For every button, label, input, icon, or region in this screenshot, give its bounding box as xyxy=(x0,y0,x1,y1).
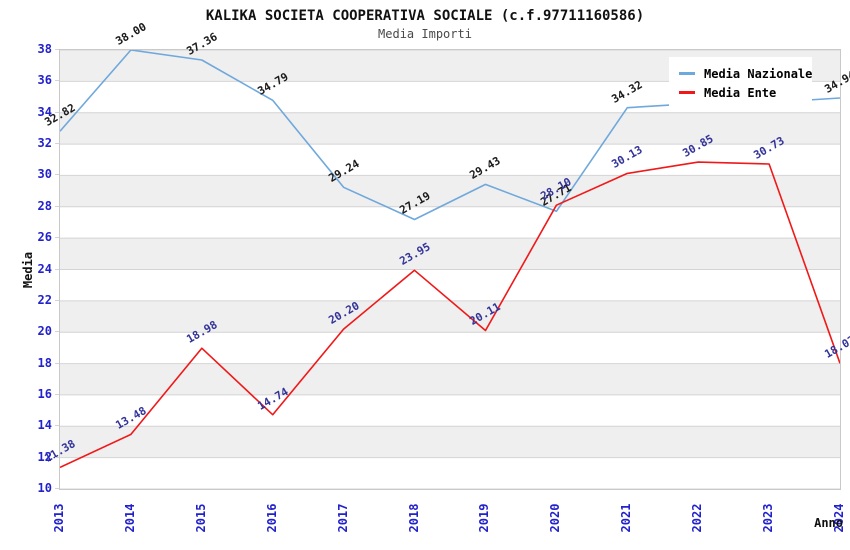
chart-title: KALIKA SOCIETA COOPERATIVA SOCIALE (c.f.… xyxy=(205,8,645,24)
legend-swatch-blue-line-icon xyxy=(679,72,695,75)
y-tick-mark xyxy=(55,143,59,145)
x-tick-label: 2022 xyxy=(690,503,705,533)
legend-swatch-red-line-icon xyxy=(679,91,695,94)
y-tick-mark xyxy=(55,425,59,427)
x-tick-label: 2019 xyxy=(477,503,492,533)
x-tick-label: 2016 xyxy=(264,503,279,533)
series-line xyxy=(60,161,840,469)
y-tick-label: 28 xyxy=(37,198,52,213)
y-tick-label: 20 xyxy=(37,324,52,339)
y-tick-mark xyxy=(55,299,59,301)
y-tick-label: 10 xyxy=(37,481,52,495)
y-tick-mark xyxy=(55,49,59,50)
x-tick-label: 2018 xyxy=(406,503,421,533)
x-tick-label: 2020 xyxy=(548,503,563,533)
y-tick-mark xyxy=(55,393,59,395)
y-tick-mark xyxy=(55,456,59,458)
y-tick-label: 24 xyxy=(37,261,52,276)
legend-label: Media Ente xyxy=(704,85,777,100)
y-tick-label: 36 xyxy=(37,73,52,88)
y-tick-mark xyxy=(55,80,59,82)
x-tick-label: 2014 xyxy=(122,503,137,533)
plot-area: 32.82 38.00 37.36 34.79 29.24 27.19 29.43 27.71… xyxy=(42,20,850,490)
y-tick-mark xyxy=(55,205,59,207)
y-tick-label: 32 xyxy=(37,136,52,151)
y-tick-mark xyxy=(55,111,59,113)
y-tick-mark xyxy=(55,174,59,176)
line-chart-svg xyxy=(60,50,840,489)
x-tick-label: 2013 xyxy=(52,503,66,533)
y-tick-label: 22 xyxy=(37,292,52,307)
y-tick-mark xyxy=(55,268,59,270)
y-tick-mark xyxy=(55,331,59,333)
y-tick-label: 26 xyxy=(37,230,52,245)
y-tick-label: 12 xyxy=(37,449,52,464)
x-tick-label: 2017 xyxy=(335,503,350,533)
y-tick-label: 34 xyxy=(37,104,52,119)
y-tick-label: 18 xyxy=(37,355,52,370)
legend-item-media-ente: Media Ente xyxy=(679,83,804,102)
y-tick-mark xyxy=(55,237,59,239)
x-axis-title: Anno xyxy=(814,516,843,530)
legend-box: Media Nazionale Media Ente xyxy=(669,57,812,108)
y-tick-label: 16 xyxy=(37,386,52,401)
x-tick-label: 2021 xyxy=(619,503,634,533)
x-tick-label: 2023 xyxy=(761,503,776,533)
legend-item-media-nazionale: Media Nazionale xyxy=(679,64,812,83)
point-value-label: 38.00 xyxy=(113,20,149,48)
y-tick-label: 14 xyxy=(37,418,52,433)
y-tick-mark xyxy=(55,488,59,489)
chart-subtitle: Media Importi xyxy=(378,27,472,41)
y-tick-mark xyxy=(55,362,59,364)
legend-label: Media Nazionale xyxy=(704,66,813,81)
y-tick-label: 30 xyxy=(37,167,52,182)
y-tick-label: 38 xyxy=(37,42,52,56)
x-tick-label: 2015 xyxy=(193,503,208,533)
